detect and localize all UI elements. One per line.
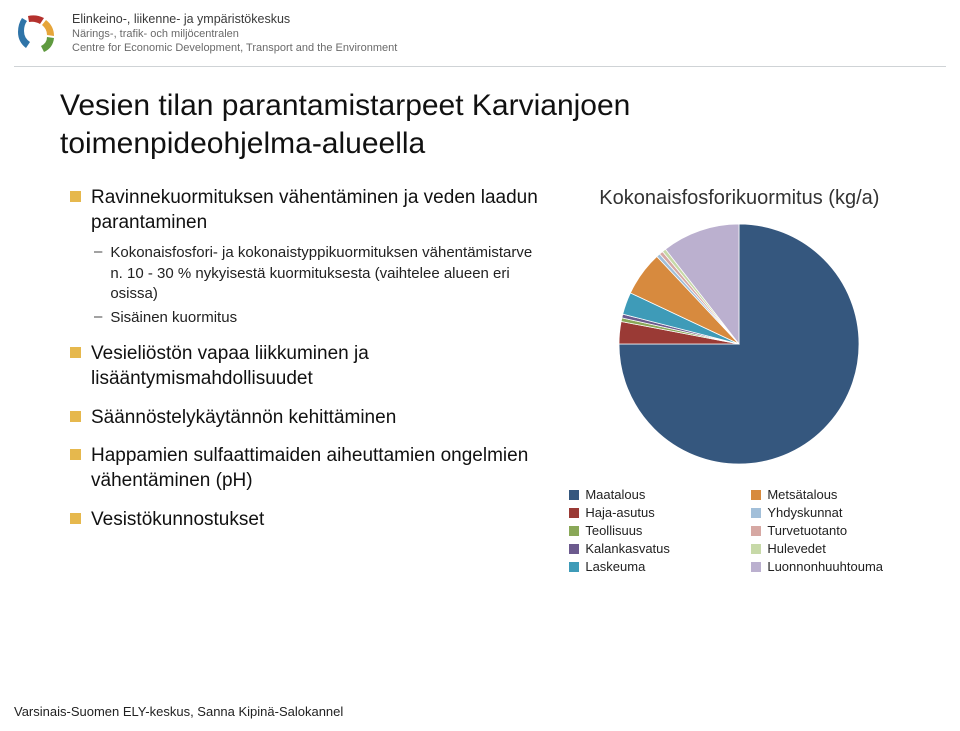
- bullet-text: Ravinnekuormituksen vähentäminen ja vede…: [91, 186, 539, 235]
- legend-item: Hulevedet: [751, 541, 909, 556]
- legend-swatch-icon: [569, 508, 579, 518]
- legend-item: Metsätalous: [751, 487, 909, 502]
- dash-icon: –: [94, 243, 102, 304]
- legend-item: Teollisuus: [569, 523, 727, 538]
- bullet-text: Vesistökunnostukset: [91, 508, 264, 533]
- legend-swatch-icon: [751, 526, 761, 536]
- org-line-sv: Närings-, trafik- och miljöcentralen: [72, 28, 397, 40]
- bullet-column: Ravinnekuormituksen vähentäminen ja vede…: [70, 186, 539, 574]
- dash-icon: –: [94, 308, 102, 328]
- bullet-marker-icon: [70, 347, 81, 358]
- bullet-item: Vesieliöstön vapaa liikkuminen ja lisään…: [70, 342, 539, 391]
- legend-label: Turvetuotanto: [767, 523, 847, 538]
- legend-swatch-icon: [569, 562, 579, 572]
- legend-label: Laskeuma: [585, 559, 645, 574]
- legend-item: Haja-asutus: [569, 505, 727, 520]
- header: Elinkeino-, liikenne- ja ympäristökeskus…: [0, 0, 960, 60]
- chart-title: Kokonaisfosforikuormitus (kg/a): [599, 186, 879, 211]
- legend-label: Luonnonhuuhtouma: [767, 559, 883, 574]
- legend-item: Yhdyskunnat: [751, 505, 909, 520]
- legend-label: Kalankasvatus: [585, 541, 670, 556]
- page-title: Vesien tilan parantamistarpeet Karvianjo…: [0, 67, 960, 172]
- legend-swatch-icon: [751, 508, 761, 518]
- bullet-marker-icon: [70, 191, 81, 202]
- legend-label: Yhdyskunnat: [767, 505, 842, 520]
- legend-label: Hulevedet: [767, 541, 826, 556]
- sub-bullet-text: Kokonaisfosfori- ja kokonaistyppikuormit…: [110, 243, 538, 304]
- org-names: Elinkeino-, liikenne- ja ympäristökeskus…: [72, 12, 397, 54]
- chart-column: Kokonaisfosforikuormitus (kg/a) Maatalou…: [559, 186, 920, 574]
- org-line-fi: Elinkeino-, liikenne- ja ympäristökeskus: [72, 12, 397, 26]
- bullet-item: Säännöstelykäytännön kehittäminen: [70, 406, 539, 431]
- bullet-marker-icon: [70, 513, 81, 524]
- sub-bullet-item: –Kokonaisfosfori- ja kokonaistyppikuormi…: [94, 243, 539, 304]
- legend-item: Laskeuma: [569, 559, 727, 574]
- sub-bullet-text: Sisäinen kuormitus: [110, 308, 237, 328]
- bullet-item: Vesistökunnostukset: [70, 508, 539, 533]
- legend-item: Kalankasvatus: [569, 541, 727, 556]
- legend-swatch-icon: [751, 490, 761, 500]
- bullet-marker-icon: [70, 411, 81, 422]
- footer-text: Varsinais-Suomen ELY-keskus, Sanna Kipin…: [14, 704, 343, 719]
- bullet-marker-icon: [70, 449, 81, 460]
- legend-swatch-icon: [569, 544, 579, 554]
- bullet-text: Happamien sulfaattimaiden aiheuttamien o…: [91, 444, 539, 493]
- legend-item: Maatalous: [569, 487, 727, 502]
- legend-item: Turvetuotanto: [751, 523, 909, 538]
- legend-label: Metsätalous: [767, 487, 837, 502]
- org-line-en: Centre for Economic Development, Transpo…: [72, 42, 397, 54]
- legend-label: Haja-asutus: [585, 505, 654, 520]
- chart-legend: Maatalous Metsätalous Haja-asutus Yhdyskunn…: [569, 487, 909, 574]
- bullet-item: Happamien sulfaattimaiden aiheuttamien o…: [70, 444, 539, 493]
- legend-swatch-icon: [751, 544, 761, 554]
- bullet-item: Ravinnekuormituksen vähentäminen ja vede…: [70, 186, 539, 328]
- legend-label: Teollisuus: [585, 523, 642, 538]
- legend-item: Luonnonhuuhtouma: [751, 559, 909, 574]
- sub-bullet-item: –Sisäinen kuormitus: [94, 308, 539, 328]
- legend-swatch-icon: [751, 562, 761, 572]
- pie-chart: [614, 219, 864, 469]
- org-logo: [14, 12, 62, 60]
- legend-swatch-icon: [569, 526, 579, 536]
- content-row: Ravinnekuormituksen vähentäminen ja vede…: [0, 172, 960, 574]
- bullet-text: Säännöstelykäytännön kehittäminen: [91, 406, 396, 431]
- legend-label: Maatalous: [585, 487, 645, 502]
- legend-swatch-icon: [569, 490, 579, 500]
- bullet-text: Vesieliöstön vapaa liikkuminen ja lisään…: [91, 342, 539, 391]
